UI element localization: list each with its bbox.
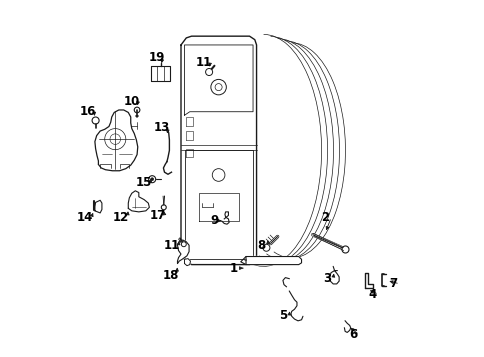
Polygon shape <box>245 257 301 265</box>
Text: 15: 15 <box>136 176 152 188</box>
Text: 9: 9 <box>210 214 218 227</box>
Text: 11: 11 <box>164 239 180 252</box>
Text: 6: 6 <box>348 328 357 341</box>
Text: 2: 2 <box>320 211 329 223</box>
Polygon shape <box>95 200 102 213</box>
Polygon shape <box>364 273 372 288</box>
Polygon shape <box>177 240 189 263</box>
Text: 12: 12 <box>113 211 129 223</box>
Circle shape <box>161 205 166 210</box>
Circle shape <box>149 176 155 183</box>
Text: 4: 4 <box>368 288 376 301</box>
Text: 13: 13 <box>153 121 169 134</box>
Polygon shape <box>95 110 137 171</box>
Circle shape <box>211 79 226 95</box>
Circle shape <box>262 244 270 251</box>
Text: 3: 3 <box>322 272 330 285</box>
Circle shape <box>212 169 225 181</box>
Circle shape <box>205 69 212 76</box>
Text: 10: 10 <box>123 95 139 108</box>
Circle shape <box>341 246 348 253</box>
Text: 8: 8 <box>257 239 265 252</box>
Text: 17: 17 <box>150 209 166 222</box>
Circle shape <box>181 242 186 247</box>
Circle shape <box>134 107 139 113</box>
Text: 11: 11 <box>196 56 212 69</box>
Polygon shape <box>184 258 190 266</box>
Text: 7: 7 <box>389 277 397 291</box>
Circle shape <box>92 117 99 124</box>
Polygon shape <box>181 36 256 265</box>
Polygon shape <box>151 66 170 81</box>
Circle shape <box>151 178 153 181</box>
Text: 19: 19 <box>148 51 164 64</box>
Text: 5: 5 <box>278 309 287 322</box>
Polygon shape <box>128 191 149 212</box>
Text: 16: 16 <box>79 105 96 118</box>
Text: 1: 1 <box>229 262 237 275</box>
Text: 14: 14 <box>76 211 93 223</box>
Text: 18: 18 <box>162 269 178 282</box>
